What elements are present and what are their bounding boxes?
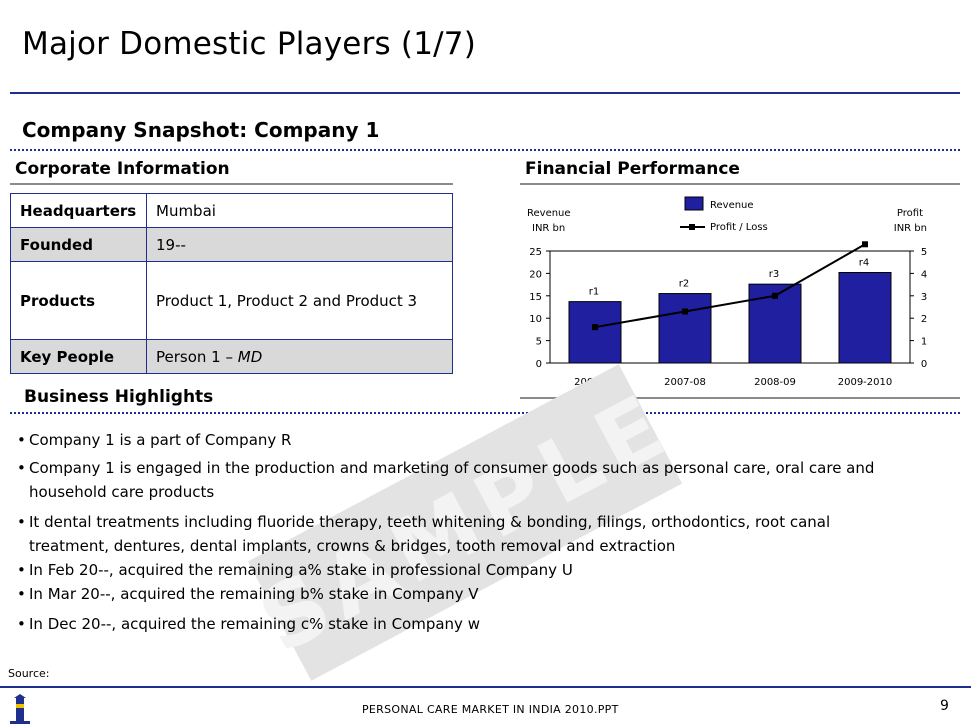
chart-bottom-rule — [520, 397, 960, 399]
table-row: Products Product 1, Product 2 and Produc… — [10, 261, 453, 340]
profit-marker — [862, 241, 868, 248]
right-tick-label: 4 — [921, 269, 927, 280]
profit-marker — [682, 308, 688, 315]
list-item: In Feb 20--, acquired the remaining a% s… — [17, 558, 917, 582]
snapshot-rule — [10, 149, 960, 151]
row-value: 19-- — [146, 227, 453, 262]
title-rule — [10, 92, 960, 94]
right-tick-label: 1 — [921, 337, 927, 348]
lighthouse-logo-icon — [10, 694, 30, 724]
financial-heading-rule — [520, 183, 960, 185]
bar-data-label: r2 — [679, 279, 689, 290]
highlights-list: Company 1 is a part of Company R Company… — [17, 428, 917, 636]
revenue-bar — [658, 293, 712, 364]
right-axis-title: Profit — [897, 208, 923, 219]
profit-marker — [592, 324, 598, 331]
legend-revenue-swatch — [684, 196, 704, 211]
highlights-rule — [10, 412, 960, 414]
legend-profit-label: Profit / Loss — [710, 222, 768, 233]
left-axis-unit: INR bn — [532, 223, 565, 234]
row-value: Person 1 – MD — [146, 339, 453, 374]
list-item: In Mar 20--, acquired the remaining b% s… — [17, 582, 917, 606]
footer-rule — [0, 686, 971, 688]
page-title: Major Domestic Players (1/7) — [22, 26, 476, 62]
right-tick-label: 2 — [921, 314, 927, 325]
corporate-table: Headquarters Mumbai Founded 19-- Product… — [10, 193, 453, 374]
corporate-heading-rule — [10, 183, 453, 185]
corporate-heading: Corporate Information — [15, 159, 230, 179]
financial-heading: Financial Performance — [525, 159, 740, 179]
financial-chart: 0 5 10 15 20 25 0 1 2 3 4 5 Revenue INR bn Profit INR b… — [527, 196, 927, 388]
row-value: Mumbai — [146, 193, 453, 228]
left-axis-title: Revenue — [527, 208, 571, 219]
key-people-name: Person 1 – — [156, 347, 238, 366]
row-key: Products — [10, 261, 147, 340]
x-tick-label: 2009-2010 — [838, 377, 893, 388]
right-tick-label: 3 — [921, 292, 927, 303]
bar-data-label: r4 — [859, 258, 869, 269]
legend-revenue-label: Revenue — [710, 200, 754, 211]
bar-data-label: r3 — [769, 269, 779, 280]
row-key: Founded — [10, 227, 147, 262]
footer-title: PERSONAL CARE MARKET IN INDIA 2010.PPT — [362, 703, 619, 716]
plot-area — [549, 250, 911, 364]
list-item: Company 1 is engaged in the production a… — [17, 456, 899, 504]
revenue-bar — [838, 272, 892, 364]
left-tick-label: 25 — [529, 247, 542, 258]
left-tick-label: 5 — [536, 337, 542, 348]
x-tick-label: 2008-09 — [754, 377, 796, 388]
row-key: Key People — [10, 339, 147, 374]
list-item: It dental treatments including fluoride … — [17, 510, 879, 558]
right-tick-label: 0 — [921, 359, 927, 370]
highlights-heading: Business Highlights — [24, 387, 214, 407]
row-key: Headquarters — [10, 193, 147, 228]
profit-marker — [772, 292, 778, 299]
revenue-bar — [568, 301, 622, 364]
table-row: Headquarters Mumbai — [10, 193, 453, 228]
legend-profit-marker — [689, 224, 695, 230]
snapshot-title: Company Snapshot: Company 1 — [22, 118, 380, 142]
left-tick-label: 20 — [529, 269, 542, 280]
table-row: Key People Person 1 – MD — [10, 339, 453, 374]
left-tick-label: 10 — [529, 314, 542, 325]
right-axis-unit: INR bn — [894, 223, 927, 234]
table-row: Founded 19-- — [10, 227, 453, 262]
key-people-role: MD — [237, 347, 263, 366]
list-item: In Dec 20--, acquired the remaining c% s… — [17, 612, 917, 636]
left-tick-label: 15 — [529, 292, 542, 303]
x-tick-label: 2007-08 — [664, 377, 706, 388]
left-tick-label: 0 — [536, 359, 542, 370]
right-tick-label: 5 — [921, 247, 927, 258]
source-label: Source: — [8, 667, 50, 680]
bar-data-label: r1 — [589, 287, 599, 298]
list-item: Company 1 is a part of Company R — [17, 428, 917, 452]
row-value: Product 1, Product 2 and Product 3 — [146, 261, 453, 340]
profit-line — [594, 243, 866, 329]
page-number: 9 — [940, 698, 949, 714]
